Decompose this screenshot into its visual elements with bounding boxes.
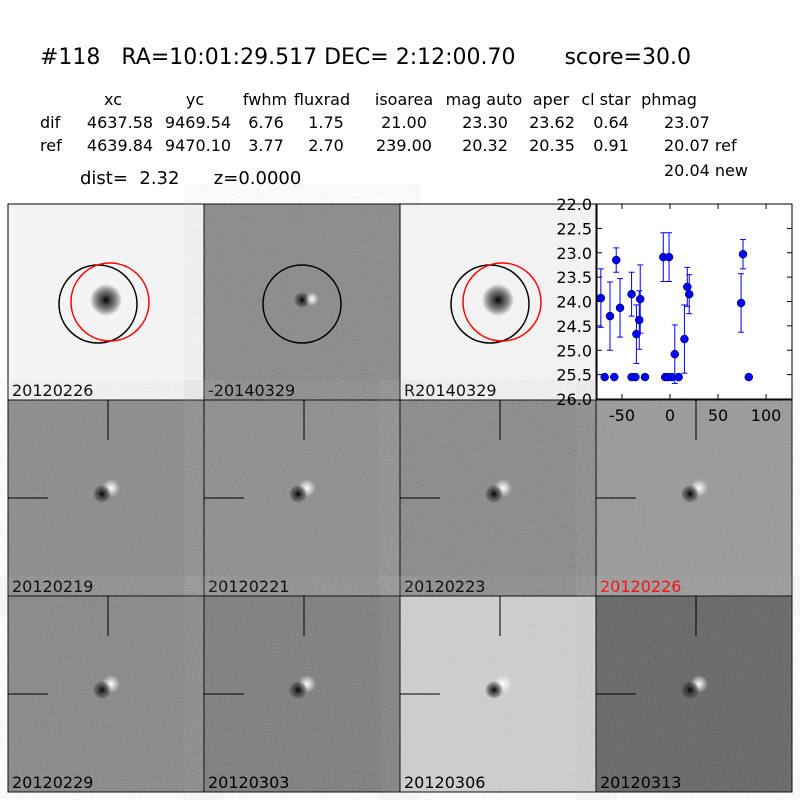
title: #118 RA=10:01:29.517 DEC= 2:12:00.70 sco… — [40, 45, 691, 70]
cell: 2.70 — [308, 136, 344, 155]
point — [684, 289, 694, 299]
light-curve: 22.0 22.5 23.0 23.5 24.0 24.5 25.0 25.5 26.0 -50 0… — [556, 195, 793, 425]
cell: 23.62 — [529, 113, 575, 132]
cell: 0.64 — [593, 113, 629, 132]
column-header: phmag — [641, 90, 697, 109]
source — [681, 681, 699, 699]
source — [681, 485, 699, 503]
column-header: xc — [104, 90, 122, 109]
stamp-label: 20120226 — [600, 577, 681, 596]
cell: 20.07 ref — [664, 136, 737, 155]
row-label: ref — [40, 136, 62, 155]
source — [90, 284, 122, 316]
column-header: isoarea — [375, 90, 433, 109]
y-tick-label: 25.5 — [556, 366, 592, 385]
cell: 9470.10 — [165, 136, 231, 155]
cell: 23.07 — [664, 113, 710, 132]
cell: 1.75 — [308, 113, 344, 132]
cell: 239.00 — [376, 136, 432, 155]
column-header: fluxrad — [294, 90, 350, 109]
cell: 20.32 — [462, 136, 508, 155]
points — [596, 232, 754, 384]
y-tick-label: 25.0 — [556, 341, 592, 360]
point — [640, 372, 650, 382]
point — [610, 372, 619, 382]
point — [736, 298, 746, 308]
stamp-label: 20120219 — [12, 577, 93, 596]
row-label: dif — [40, 113, 61, 132]
source — [93, 485, 111, 503]
point — [635, 315, 644, 325]
stamps: 20120226 -20140329 R20140329 20120219 201202… — [7, 203, 793, 793]
aperture — [262, 264, 342, 344]
source — [289, 681, 307, 699]
source — [289, 485, 307, 503]
point — [615, 303, 625, 313]
cell: 6.76 — [248, 113, 284, 132]
point — [596, 293, 606, 303]
point — [627, 289, 636, 299]
y-tick-label: 26.0 — [556, 390, 592, 409]
x-tick-label: 50 — [708, 406, 728, 425]
x-tick-label: 100 — [751, 406, 782, 425]
point — [664, 252, 674, 262]
column-header: fwhm — [243, 90, 287, 109]
source — [485, 485, 503, 503]
source — [485, 681, 503, 699]
cell: 3.77 — [248, 136, 284, 155]
point — [670, 349, 680, 359]
cell: 0.91 — [593, 136, 629, 155]
stamp-label: 20120223 — [404, 577, 485, 596]
x-tick-label: -50 — [609, 406, 635, 425]
aperture — [462, 262, 542, 342]
column-header: aper — [533, 90, 570, 109]
stamp-label: 20120229 — [12, 773, 93, 792]
source — [482, 284, 514, 316]
column-header: yc — [186, 90, 204, 109]
point — [683, 282, 692, 292]
cell: 9469.54 — [165, 113, 231, 132]
cell: 21.00 — [381, 113, 427, 132]
y-tick-label: 22.0 — [556, 195, 592, 214]
point — [600, 372, 609, 382]
stamp-label: R20140329 — [404, 381, 497, 400]
column-header: cl star — [581, 90, 631, 109]
y-tick-label: 24.5 — [556, 317, 592, 336]
point — [635, 294, 645, 304]
point — [680, 334, 689, 344]
cell: 4639.84 — [87, 136, 153, 155]
cell: 4637.58 — [87, 113, 153, 132]
y-tick-label: 22.5 — [556, 219, 592, 238]
column-header: mag auto — [446, 90, 523, 109]
source — [93, 681, 111, 699]
source — [305, 292, 319, 306]
point — [605, 311, 615, 321]
cell: 23.30 — [462, 113, 508, 132]
stamp-label: 20120303 — [208, 773, 289, 792]
point — [631, 372, 640, 382]
cell: 20.35 — [529, 136, 575, 155]
aperture — [70, 262, 150, 342]
stamp-label: 20120313 — [600, 773, 681, 792]
x-tick-label: 0 — [665, 406, 675, 425]
stamp-label: -20140329 — [208, 381, 295, 400]
plot-area — [596, 203, 793, 400]
cell: 20.04 new — [664, 161, 748, 180]
dist: dist= 2.32 z=0.0000 — [80, 168, 301, 189]
point — [611, 255, 621, 265]
stamp-label: 20120226 — [12, 381, 93, 400]
y-tick-label: 23.5 — [556, 268, 592, 287]
point — [674, 372, 683, 382]
stamp-label: 20120306 — [404, 773, 485, 792]
y-tick-label: 23.0 — [556, 244, 592, 263]
point — [632, 329, 641, 339]
point — [738, 249, 748, 259]
table: xc yc fwhm fluxrad isoarea mag auto aper cl sta… — [40, 90, 748, 180]
point — [744, 372, 754, 382]
y-tick-label: 24.0 — [556, 293, 592, 312]
stamp-label: 20120221 — [208, 577, 289, 596]
